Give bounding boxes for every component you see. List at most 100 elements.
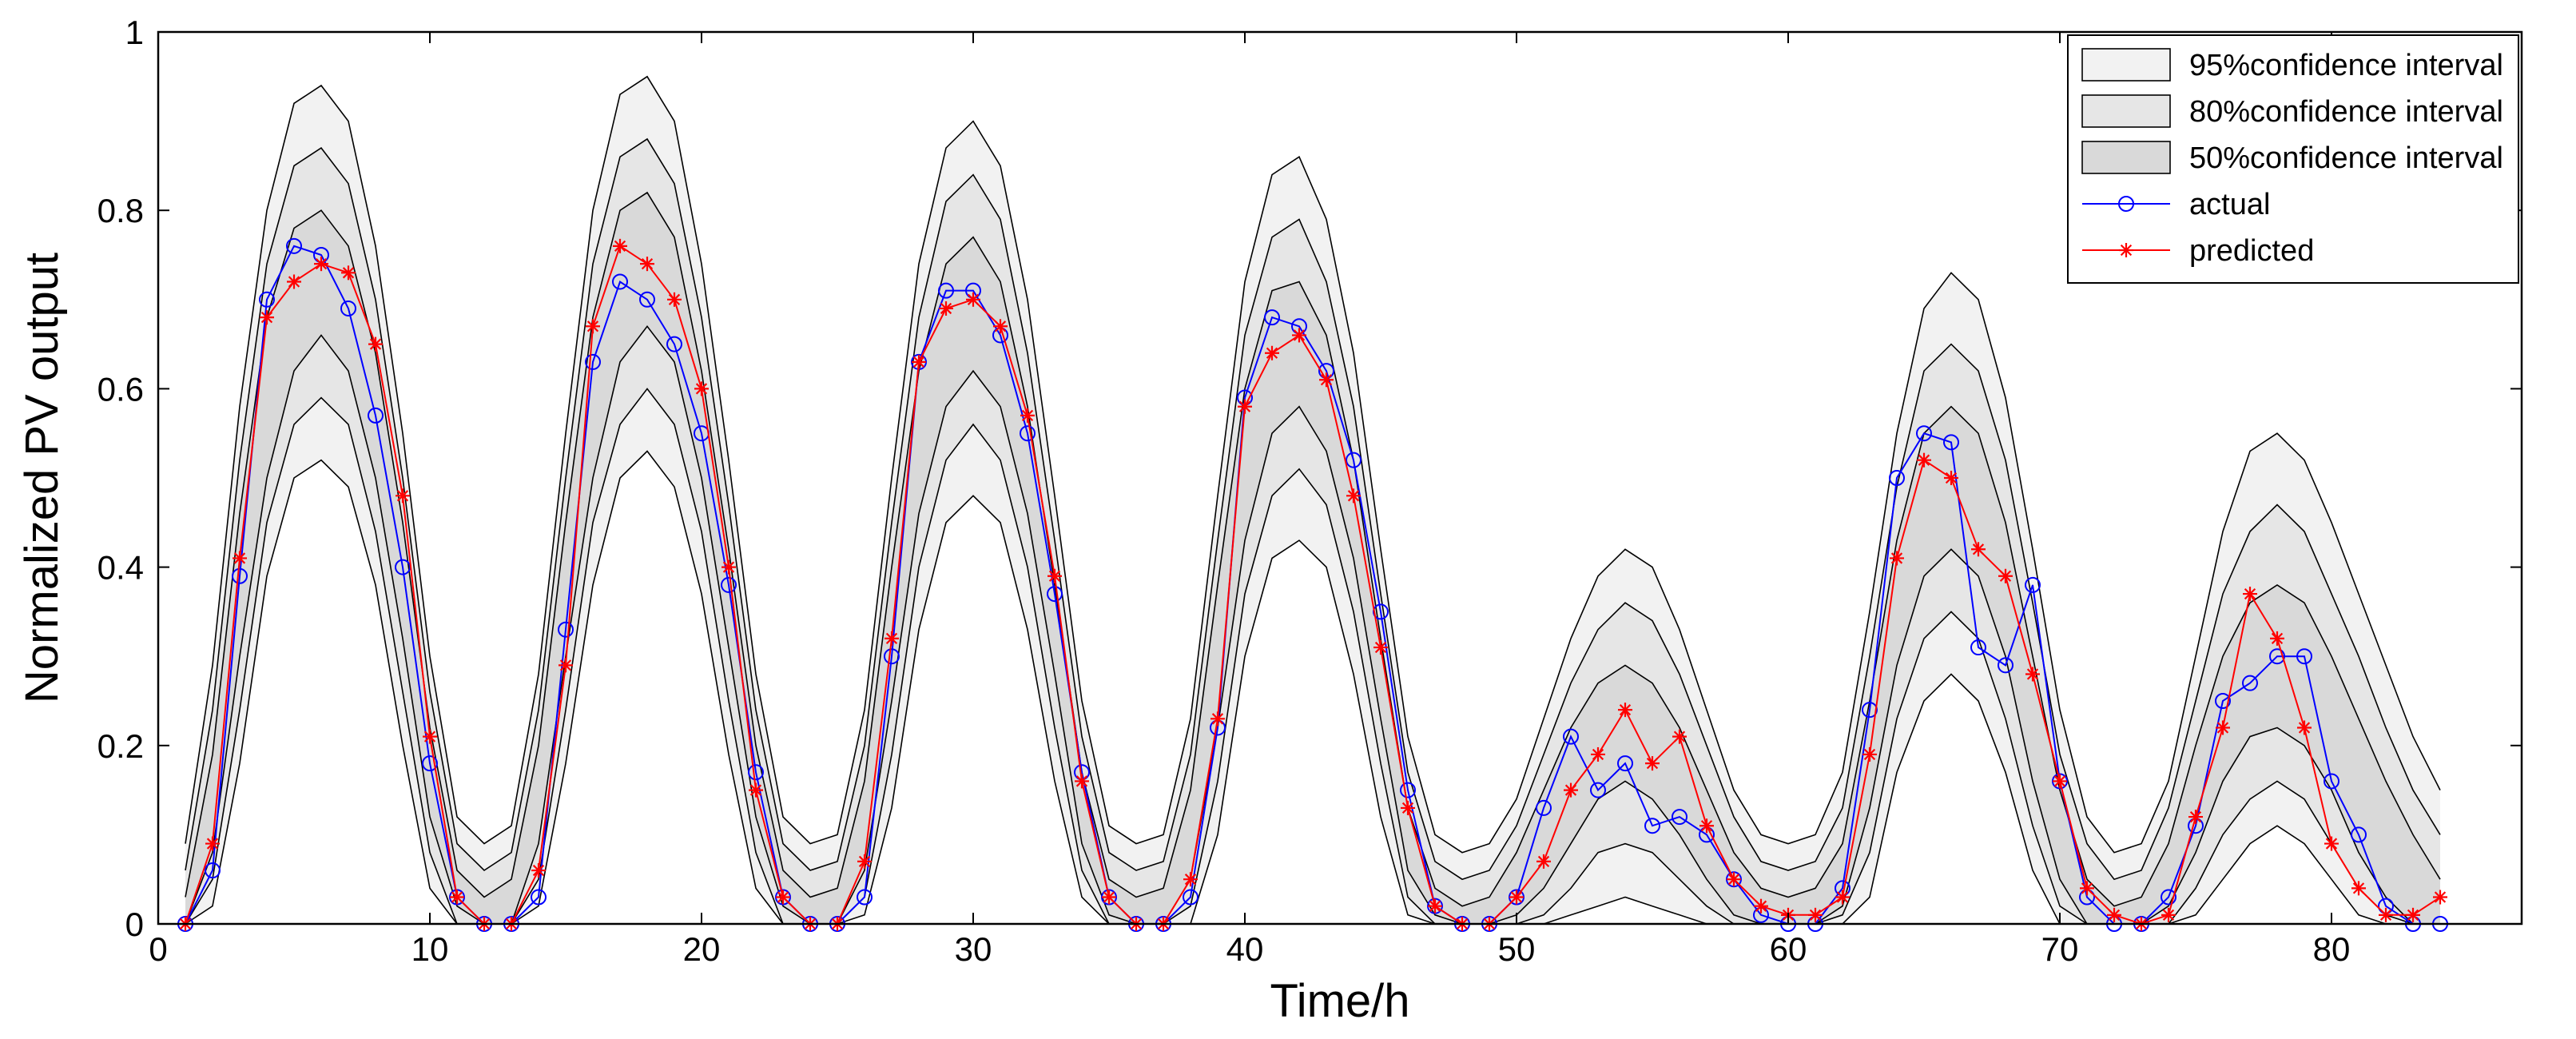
x-tick-label-80: 80 bbox=[2313, 930, 2351, 968]
point-predicted-42 bbox=[1292, 328, 1306, 343]
point-predicted-23 bbox=[776, 890, 790, 905]
point-actual-66 bbox=[1943, 434, 1959, 451]
point-actual-2 bbox=[205, 862, 221, 879]
point-predicted-3 bbox=[233, 551, 247, 566]
point-actual-65 bbox=[1916, 425, 1932, 442]
legend-label: 80%confidence interval bbox=[2189, 95, 2503, 129]
legend-swatch bbox=[2081, 48, 2171, 82]
point-predicted-29 bbox=[939, 301, 953, 316]
y-tick-label-4: 0.8 bbox=[97, 192, 144, 229]
point-actual-26 bbox=[857, 889, 873, 906]
legend-entry-50-confidence-interval: 50%confidence interval bbox=[2081, 141, 2503, 175]
point-actual-69 bbox=[2025, 576, 2041, 593]
legend-marker bbox=[2118, 196, 2134, 212]
point-actual-55 bbox=[1644, 818, 1660, 834]
legend-marker bbox=[2119, 243, 2133, 257]
point-predicted-10 bbox=[423, 729, 437, 744]
point-predicted-32 bbox=[1020, 408, 1035, 423]
point-actual-10 bbox=[422, 755, 438, 772]
point-predicted-65 bbox=[1917, 452, 1931, 468]
point-predicted-5 bbox=[287, 274, 301, 289]
point-predicted-50 bbox=[1509, 890, 1524, 905]
point-actual-32 bbox=[1020, 425, 1036, 442]
x-tick-label-60: 60 bbox=[1770, 930, 1807, 968]
point-predicted-68 bbox=[1998, 568, 2013, 583]
point-predicted-79 bbox=[2297, 720, 2312, 735]
legend-label: predicted bbox=[2189, 234, 2314, 268]
point-predicted-62 bbox=[1835, 890, 1850, 905]
point-actual-22 bbox=[748, 764, 764, 781]
band-50 bbox=[185, 192, 2440, 924]
point-predicted-47 bbox=[1428, 898, 1442, 914]
x-axis-label: Time/h bbox=[1270, 975, 1409, 1027]
band-boundary-upper95 bbox=[185, 75, 2441, 854]
point-predicted-8 bbox=[368, 336, 383, 352]
point-predicted-33 bbox=[1047, 568, 1062, 583]
y-tick-label-3: 0.6 bbox=[97, 370, 144, 408]
point-actual-63 bbox=[1862, 702, 1878, 719]
point-actual-44 bbox=[1346, 452, 1362, 468]
x-tick-label-40: 40 bbox=[1226, 930, 1264, 968]
point-predicted-54 bbox=[1618, 703, 1632, 718]
point-actual-76 bbox=[2215, 693, 2231, 709]
point-predicted-58 bbox=[1727, 872, 1741, 887]
point-actual-46 bbox=[1400, 782, 1416, 798]
point-predicted-72 bbox=[2107, 907, 2121, 922]
point-predicted-61 bbox=[1808, 907, 1823, 922]
x-tick-label-70: 70 bbox=[2041, 930, 2079, 968]
point-actual-67 bbox=[1970, 639, 1986, 656]
point-predicted-80 bbox=[2324, 836, 2339, 851]
y-tick-label-1: 0.2 bbox=[97, 727, 144, 765]
point-predicted-66 bbox=[1944, 471, 1958, 485]
point-predicted-21 bbox=[722, 559, 736, 575]
point-actual-9 bbox=[395, 559, 411, 575]
point-predicted-39 bbox=[1210, 711, 1225, 727]
point-actual-51 bbox=[1536, 799, 1552, 816]
point-predicted-75 bbox=[2188, 810, 2203, 825]
point-predicted-31 bbox=[993, 319, 1008, 334]
point-predicted-70 bbox=[2053, 774, 2067, 789]
point-predicted-17 bbox=[613, 238, 627, 253]
point-actual-5 bbox=[286, 237, 302, 254]
point-predicted-41 bbox=[1265, 345, 1279, 360]
point-actual-19 bbox=[666, 336, 682, 352]
point-predicted-82 bbox=[2379, 907, 2393, 922]
point-actual-16 bbox=[585, 353, 601, 370]
y-tick-label-0: 0 bbox=[125, 906, 144, 943]
x-tick-label-0: 0 bbox=[149, 930, 167, 968]
plot-frame bbox=[157, 30, 2523, 926]
point-predicted-53 bbox=[1591, 746, 1605, 762]
x-tick-label-30: 30 bbox=[955, 930, 992, 968]
point-predicted-35 bbox=[1102, 890, 1116, 905]
point-predicted-55 bbox=[1645, 756, 1660, 771]
point-actual-21 bbox=[721, 576, 737, 593]
point-actual-53 bbox=[1590, 782, 1606, 798]
point-predicted-56 bbox=[1672, 729, 1687, 744]
point-predicted-18 bbox=[640, 257, 654, 272]
legend-entry-80-confidence-interval: 80%confidence interval bbox=[2081, 94, 2503, 129]
point-predicted-78 bbox=[2270, 631, 2284, 646]
point-predicted-9 bbox=[396, 488, 410, 504]
point-predicted-74 bbox=[2161, 907, 2176, 922]
point-predicted-81 bbox=[2351, 881, 2366, 896]
point-actual-68 bbox=[1998, 657, 2013, 674]
point-predicted-84 bbox=[2433, 890, 2447, 905]
point-actual-29 bbox=[938, 282, 954, 299]
band-boundary-upper80 bbox=[185, 137, 2441, 881]
point-actual-7 bbox=[340, 300, 356, 316]
point-actual-3 bbox=[232, 567, 248, 584]
band-boundary-lower50 bbox=[185, 324, 2440, 925]
band-boundary-upper50 bbox=[185, 191, 2441, 907]
point-actual-81 bbox=[2351, 826, 2367, 843]
x-tick-label-10: 10 bbox=[411, 930, 449, 968]
point-actual-77 bbox=[2242, 675, 2258, 691]
point-predicted-30 bbox=[966, 292, 980, 307]
series-line-predicted bbox=[185, 245, 2441, 926]
point-predicted-7 bbox=[341, 265, 356, 281]
point-predicted-52 bbox=[1564, 782, 1578, 798]
point-predicted-57 bbox=[1699, 818, 1714, 834]
point-predicted-43 bbox=[1319, 372, 1334, 388]
point-predicted-76 bbox=[2216, 720, 2230, 735]
point-predicted-15 bbox=[559, 658, 573, 673]
point-actual-64 bbox=[1889, 470, 1905, 486]
